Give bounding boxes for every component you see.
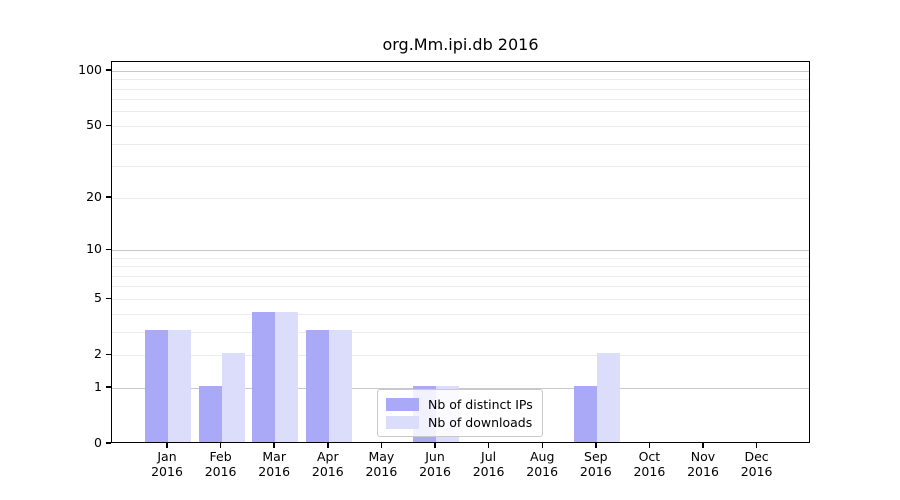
x-tick-mark	[648, 443, 651, 448]
y-tick-mark	[106, 124, 111, 127]
x-axis-tick-label: Nov 2016	[687, 449, 719, 479]
gridline	[112, 257, 809, 259]
y-axis-tick-label: 0	[94, 434, 102, 450]
x-tick-mark	[380, 443, 383, 448]
y-tick-mark	[106, 353, 111, 355]
gridline	[112, 79, 809, 81]
x-tick-mark	[273, 443, 275, 448]
legend-swatch-distinct-ips	[386, 397, 419, 411]
bar-downloads	[596, 353, 620, 442]
y-tick-mark	[106, 248, 111, 251]
y-axis-tick-label: 20	[86, 188, 102, 204]
gridline	[112, 387, 809, 389]
x-tick-mark	[702, 443, 704, 448]
x-axis-tick-label: May 2016	[365, 449, 398, 479]
gridline	[112, 99, 809, 101]
x-axis-tick-label: Jul 2016	[472, 449, 505, 479]
bar-downloads	[275, 312, 299, 442]
y-tick-mark	[106, 69, 111, 71]
x-axis-tick-label: Oct 2016	[633, 449, 666, 479]
x-axis-tick-label: Jun 2016	[419, 449, 451, 479]
legend-item-downloads: Nb of downloads	[386, 414, 534, 431]
x-tick-mark	[434, 443, 436, 448]
y-axis-tick-label: 50	[86, 116, 102, 132]
x-axis-tick-label: Dec 2016	[740, 449, 773, 479]
legend-swatch-downloads	[386, 415, 419, 429]
chart-title: org.Mm.ipi.db 2016	[382, 35, 539, 54]
y-tick-mark	[106, 442, 111, 444]
bar-downloads	[328, 330, 352, 442]
gridline	[112, 266, 809, 267]
x-tick-mark	[595, 443, 597, 448]
bar-distinct-ips	[305, 330, 329, 442]
legend: Nb of distinct IPs Nb of downloads	[377, 389, 543, 437]
gridline	[112, 298, 809, 300]
legend-label-downloads: Nb of downloads	[428, 414, 533, 430]
bar-distinct-ips	[198, 386, 222, 442]
gridline	[112, 331, 809, 333]
gridline	[112, 125, 809, 127]
bar-distinct-ips	[252, 312, 276, 442]
y-axis-tick-label: 100	[78, 61, 102, 77]
gridline	[112, 88, 809, 90]
gridline	[112, 166, 809, 168]
gridline	[112, 143, 809, 145]
bar-downloads	[221, 353, 245, 442]
bar-distinct-ips	[573, 386, 597, 442]
gridline	[112, 249, 809, 251]
x-axis-tick-label: Sep 2016	[579, 449, 612, 479]
x-tick-mark	[327, 443, 329, 448]
y-axis-tick-label: 1	[94, 378, 102, 394]
bar-downloads	[168, 330, 191, 442]
x-tick-mark	[166, 443, 168, 448]
gridline	[112, 354, 809, 356]
y-axis-tick-label: 10	[86, 240, 102, 256]
x-axis-tick-label: Apr 2016	[311, 449, 344, 479]
x-axis-tick-label: Mar 2016	[258, 449, 291, 479]
gridline	[112, 197, 809, 199]
gridline	[112, 313, 809, 315]
x-axis-tick-label: Feb 2016	[204, 449, 237, 479]
y-axis-tick-label: 5	[94, 289, 102, 305]
x-tick-mark	[487, 443, 490, 448]
legend-item-distinct-ips: Nb of distinct IPs	[386, 396, 534, 413]
plot-area	[111, 61, 810, 443]
y-axis-tick-label: 2	[94, 345, 102, 361]
y-tick-mark	[106, 297, 111, 299]
legend-label-distinct-ips: Nb of distinct IPs	[428, 396, 533, 412]
y-tick-mark	[106, 196, 111, 198]
gridline	[112, 111, 809, 113]
x-axis-tick-label: Aug 2016	[526, 449, 559, 479]
gridline	[112, 70, 809, 72]
x-tick-mark	[541, 443, 543, 448]
gridline	[112, 286, 809, 288]
y-tick-mark	[106, 386, 111, 388]
x-axis-tick-label: Jan 2016	[151, 449, 183, 479]
x-tick-mark	[219, 443, 222, 448]
gridline	[112, 275, 809, 277]
bar-distinct-ips	[145, 330, 168, 442]
x-tick-mark	[755, 443, 758, 448]
